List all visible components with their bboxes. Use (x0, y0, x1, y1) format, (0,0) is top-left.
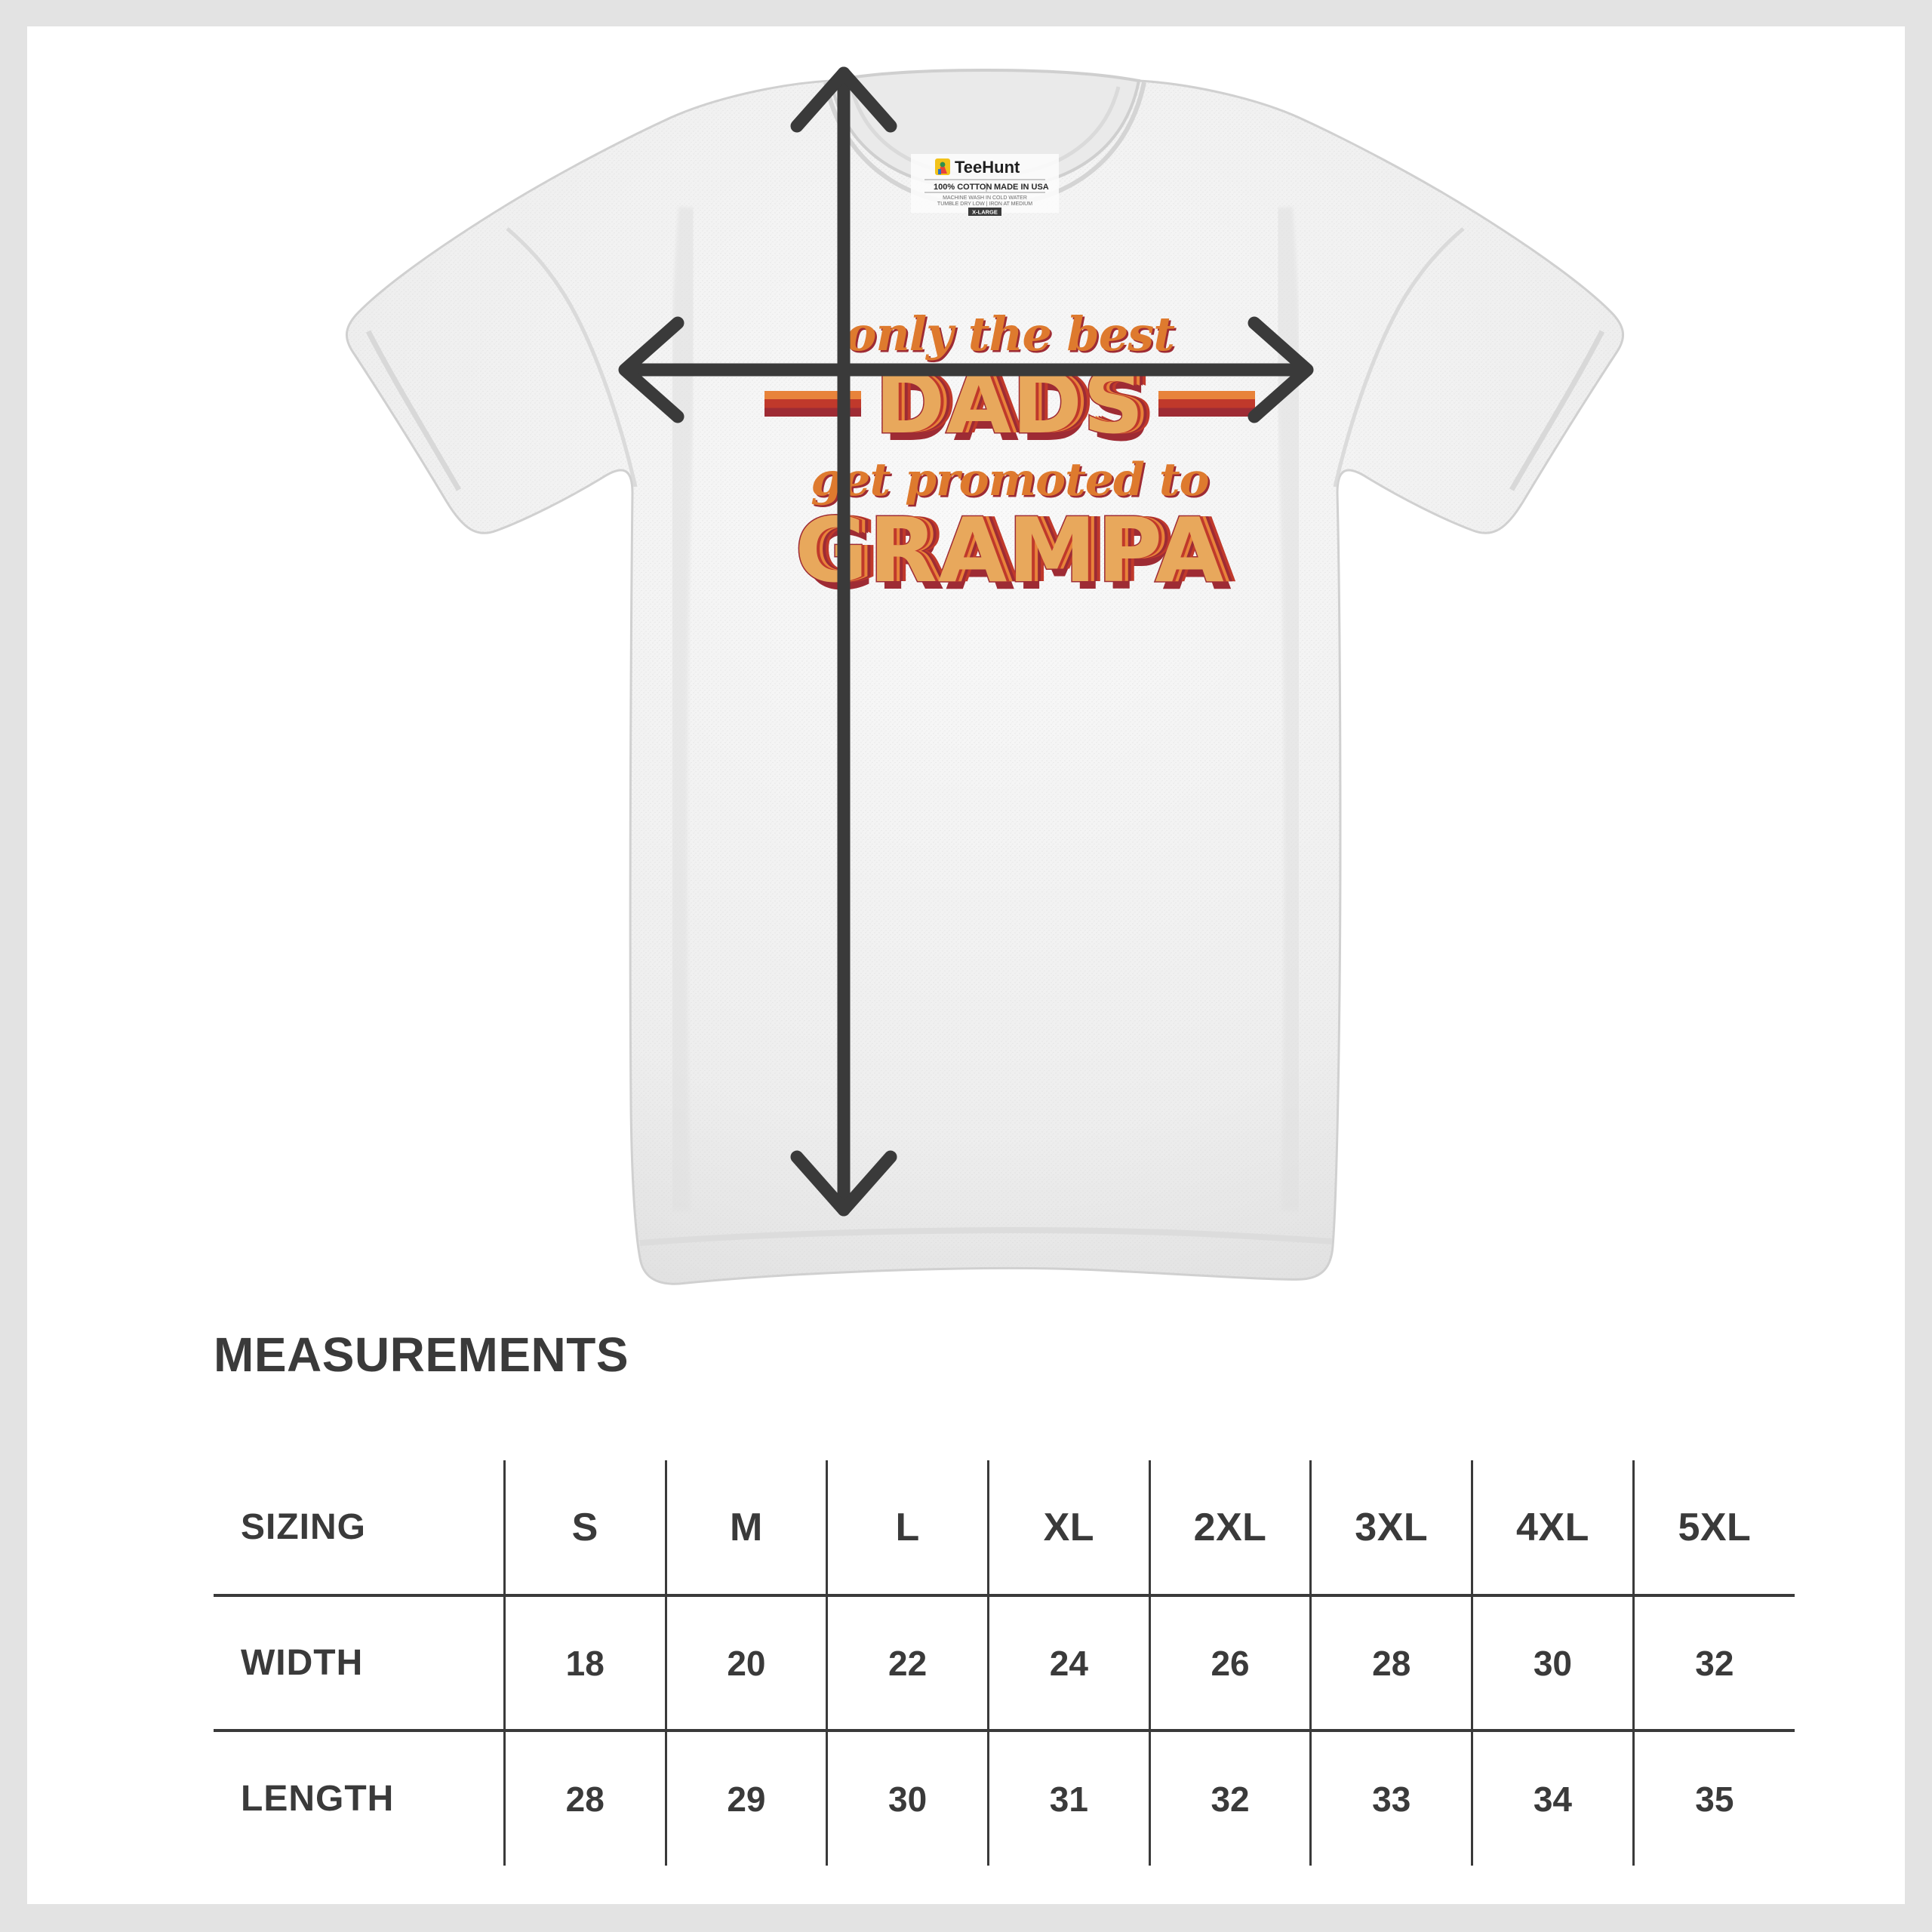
length-arrow (790, 66, 897, 1217)
header-size-m: M (664, 1460, 827, 1597)
header-size-s: S (503, 1460, 666, 1597)
header-size-2xl: 2XL (1148, 1460, 1311, 1597)
width-5xl: 32 (1632, 1595, 1795, 1732)
length-l: 30 (826, 1730, 989, 1866)
brand-logo-icon (935, 158, 950, 175)
origin-text: MADE IN USA (994, 183, 1049, 192)
width-arrow (618, 316, 1314, 423)
length-4xl: 34 (1471, 1730, 1634, 1866)
care-line-2: TUMBLE DRY LOW | IRON AT MEDIUM (937, 202, 1032, 207)
care-line-1: MACHINE WASH IN COLD WATER (943, 195, 1027, 201)
material-text: 100% COTTON (934, 183, 992, 192)
size-tag: X-LARGE (972, 209, 998, 216)
length-xl: 31 (986, 1730, 1150, 1866)
tshirt-mockup: TeeHunt 100% COTTON MADE IN USA MACHINE … (27, 26, 1905, 1309)
shirt-collar (823, 68, 1146, 209)
header-size-5xl: 5XL (1632, 1460, 1795, 1597)
width-3xl: 28 (1309, 1595, 1472, 1732)
sizechart-card: TeeHunt 100% COTTON MADE IN USA MACHINE … (27, 26, 1905, 1904)
header-size-xl: XL (986, 1460, 1150, 1597)
table-row: LENGTH 28 29 30 31 32 33 34 35 (214, 1730, 1795, 1866)
header-size-l: L (826, 1460, 989, 1597)
length-2xl: 32 (1148, 1730, 1311, 1866)
size-table-wrapper: SIZING S M L XL 2XL 3XL 4XL 5XL WIDTH 18… (214, 1460, 1795, 1866)
width-2xl: 26 (1148, 1595, 1311, 1732)
table-row: WIDTH 18 20 22 24 26 28 30 32 (214, 1595, 1795, 1732)
length-5xl: 35 (1632, 1730, 1795, 1866)
measurements-heading: MEASUREMENTS (214, 1327, 629, 1382)
header-size-4xl: 4XL (1471, 1460, 1634, 1597)
header-size-3xl: 3XL (1309, 1460, 1472, 1597)
row-label-width: WIDTH (214, 1595, 505, 1732)
width-xl: 24 (986, 1595, 1150, 1732)
size-chart-table: SIZING S M L XL 2XL 3XL 4XL 5XL WIDTH 18… (214, 1460, 1795, 1866)
row-label-length: LENGTH (241, 1779, 395, 1819)
width-4xl: 30 (1471, 1595, 1634, 1732)
length-m: 29 (664, 1730, 827, 1866)
measurement-arrows (618, 66, 1314, 1217)
header-sizing: SIZING (214, 1460, 505, 1597)
table-header-row: SIZING S M L XL 2XL 3XL 4XL 5XL (214, 1460, 1795, 1597)
neck-label: TeeHunt 100% COTTON MADE IN USA MACHINE … (911, 154, 1059, 216)
length-3xl: 33 (1309, 1730, 1472, 1866)
brand-name: TeeHunt (955, 158, 1020, 177)
length-s: 28 (503, 1730, 666, 1866)
width-m: 20 (664, 1595, 827, 1732)
width-s: 18 (503, 1595, 666, 1732)
width-l: 22 (826, 1595, 989, 1732)
